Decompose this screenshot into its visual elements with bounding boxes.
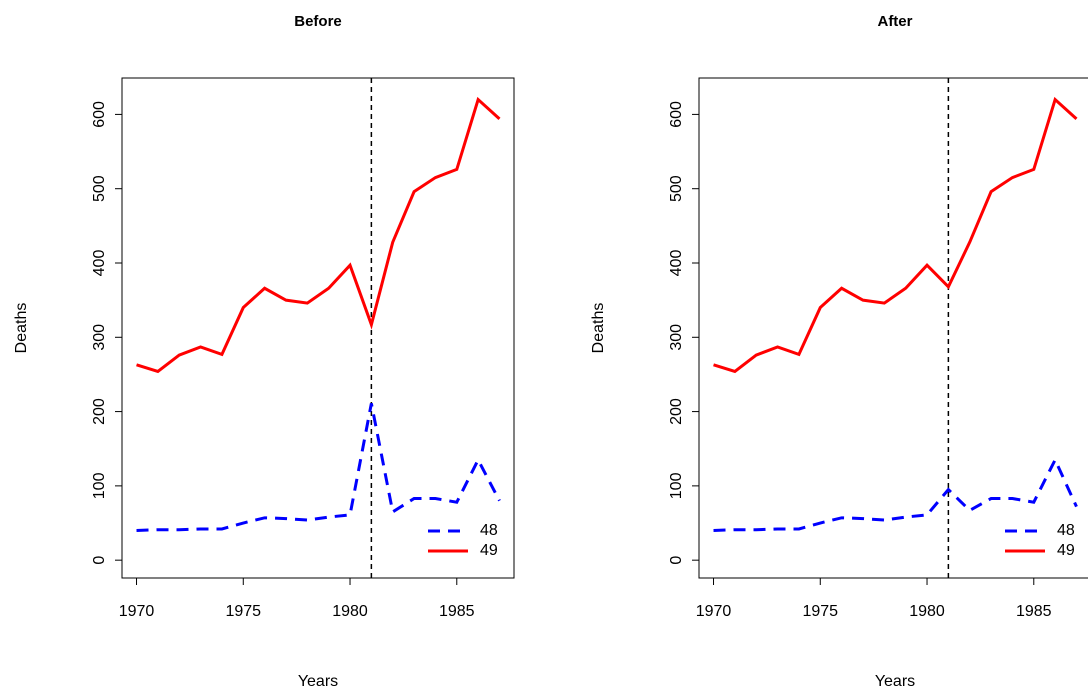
y-tick-label: 500: [91, 175, 108, 202]
y-axis-label: Deaths: [590, 303, 607, 354]
y-tick-label: 600: [668, 101, 685, 128]
y-tick-label: 100: [668, 472, 685, 499]
legend-label: 48: [1057, 522, 1075, 539]
data-line: [713, 96, 1078, 374]
y-axis-label: Deaths: [13, 303, 30, 354]
x-tick-label: 1985: [439, 603, 475, 620]
y-tick-label: 400: [668, 250, 685, 277]
data-line: [136, 403, 501, 532]
plot-frame: [121, 77, 515, 579]
legend-label: 48: [480, 522, 498, 539]
legend-label: 49: [1057, 542, 1075, 559]
panel-title: Before: [294, 13, 342, 30]
x-tick-label: 1980: [332, 603, 368, 620]
y-tick-label: 200: [91, 398, 108, 425]
y-tick-label: 500: [668, 175, 685, 202]
x-tick-label: 1975: [802, 603, 838, 620]
x-tick-label: 1980: [909, 603, 945, 620]
data-line: [713, 456, 1078, 532]
x-tick-label: 1975: [225, 603, 261, 620]
legend-label: 49: [480, 542, 498, 559]
x-tick-label: 1970: [696, 603, 732, 620]
x-axis-label: Years: [875, 673, 915, 690]
x-tick-label: 1985: [1016, 603, 1052, 620]
y-tick-label: 0: [91, 556, 108, 565]
x-tick-label: 1970: [119, 603, 155, 620]
y-tick-label: 400: [91, 250, 108, 277]
y-tick-label: 300: [91, 324, 108, 351]
y-tick-label: 200: [668, 398, 685, 425]
y-tick-label: 100: [91, 472, 108, 499]
x-axis-label: Years: [298, 673, 338, 690]
plot-frame: [698, 77, 1088, 579]
data-line: [136, 96, 501, 374]
panel-title: After: [877, 13, 912, 30]
y-tick-label: 0: [668, 556, 685, 565]
y-tick-label: 600: [91, 101, 108, 128]
y-tick-label: 300: [668, 324, 685, 351]
